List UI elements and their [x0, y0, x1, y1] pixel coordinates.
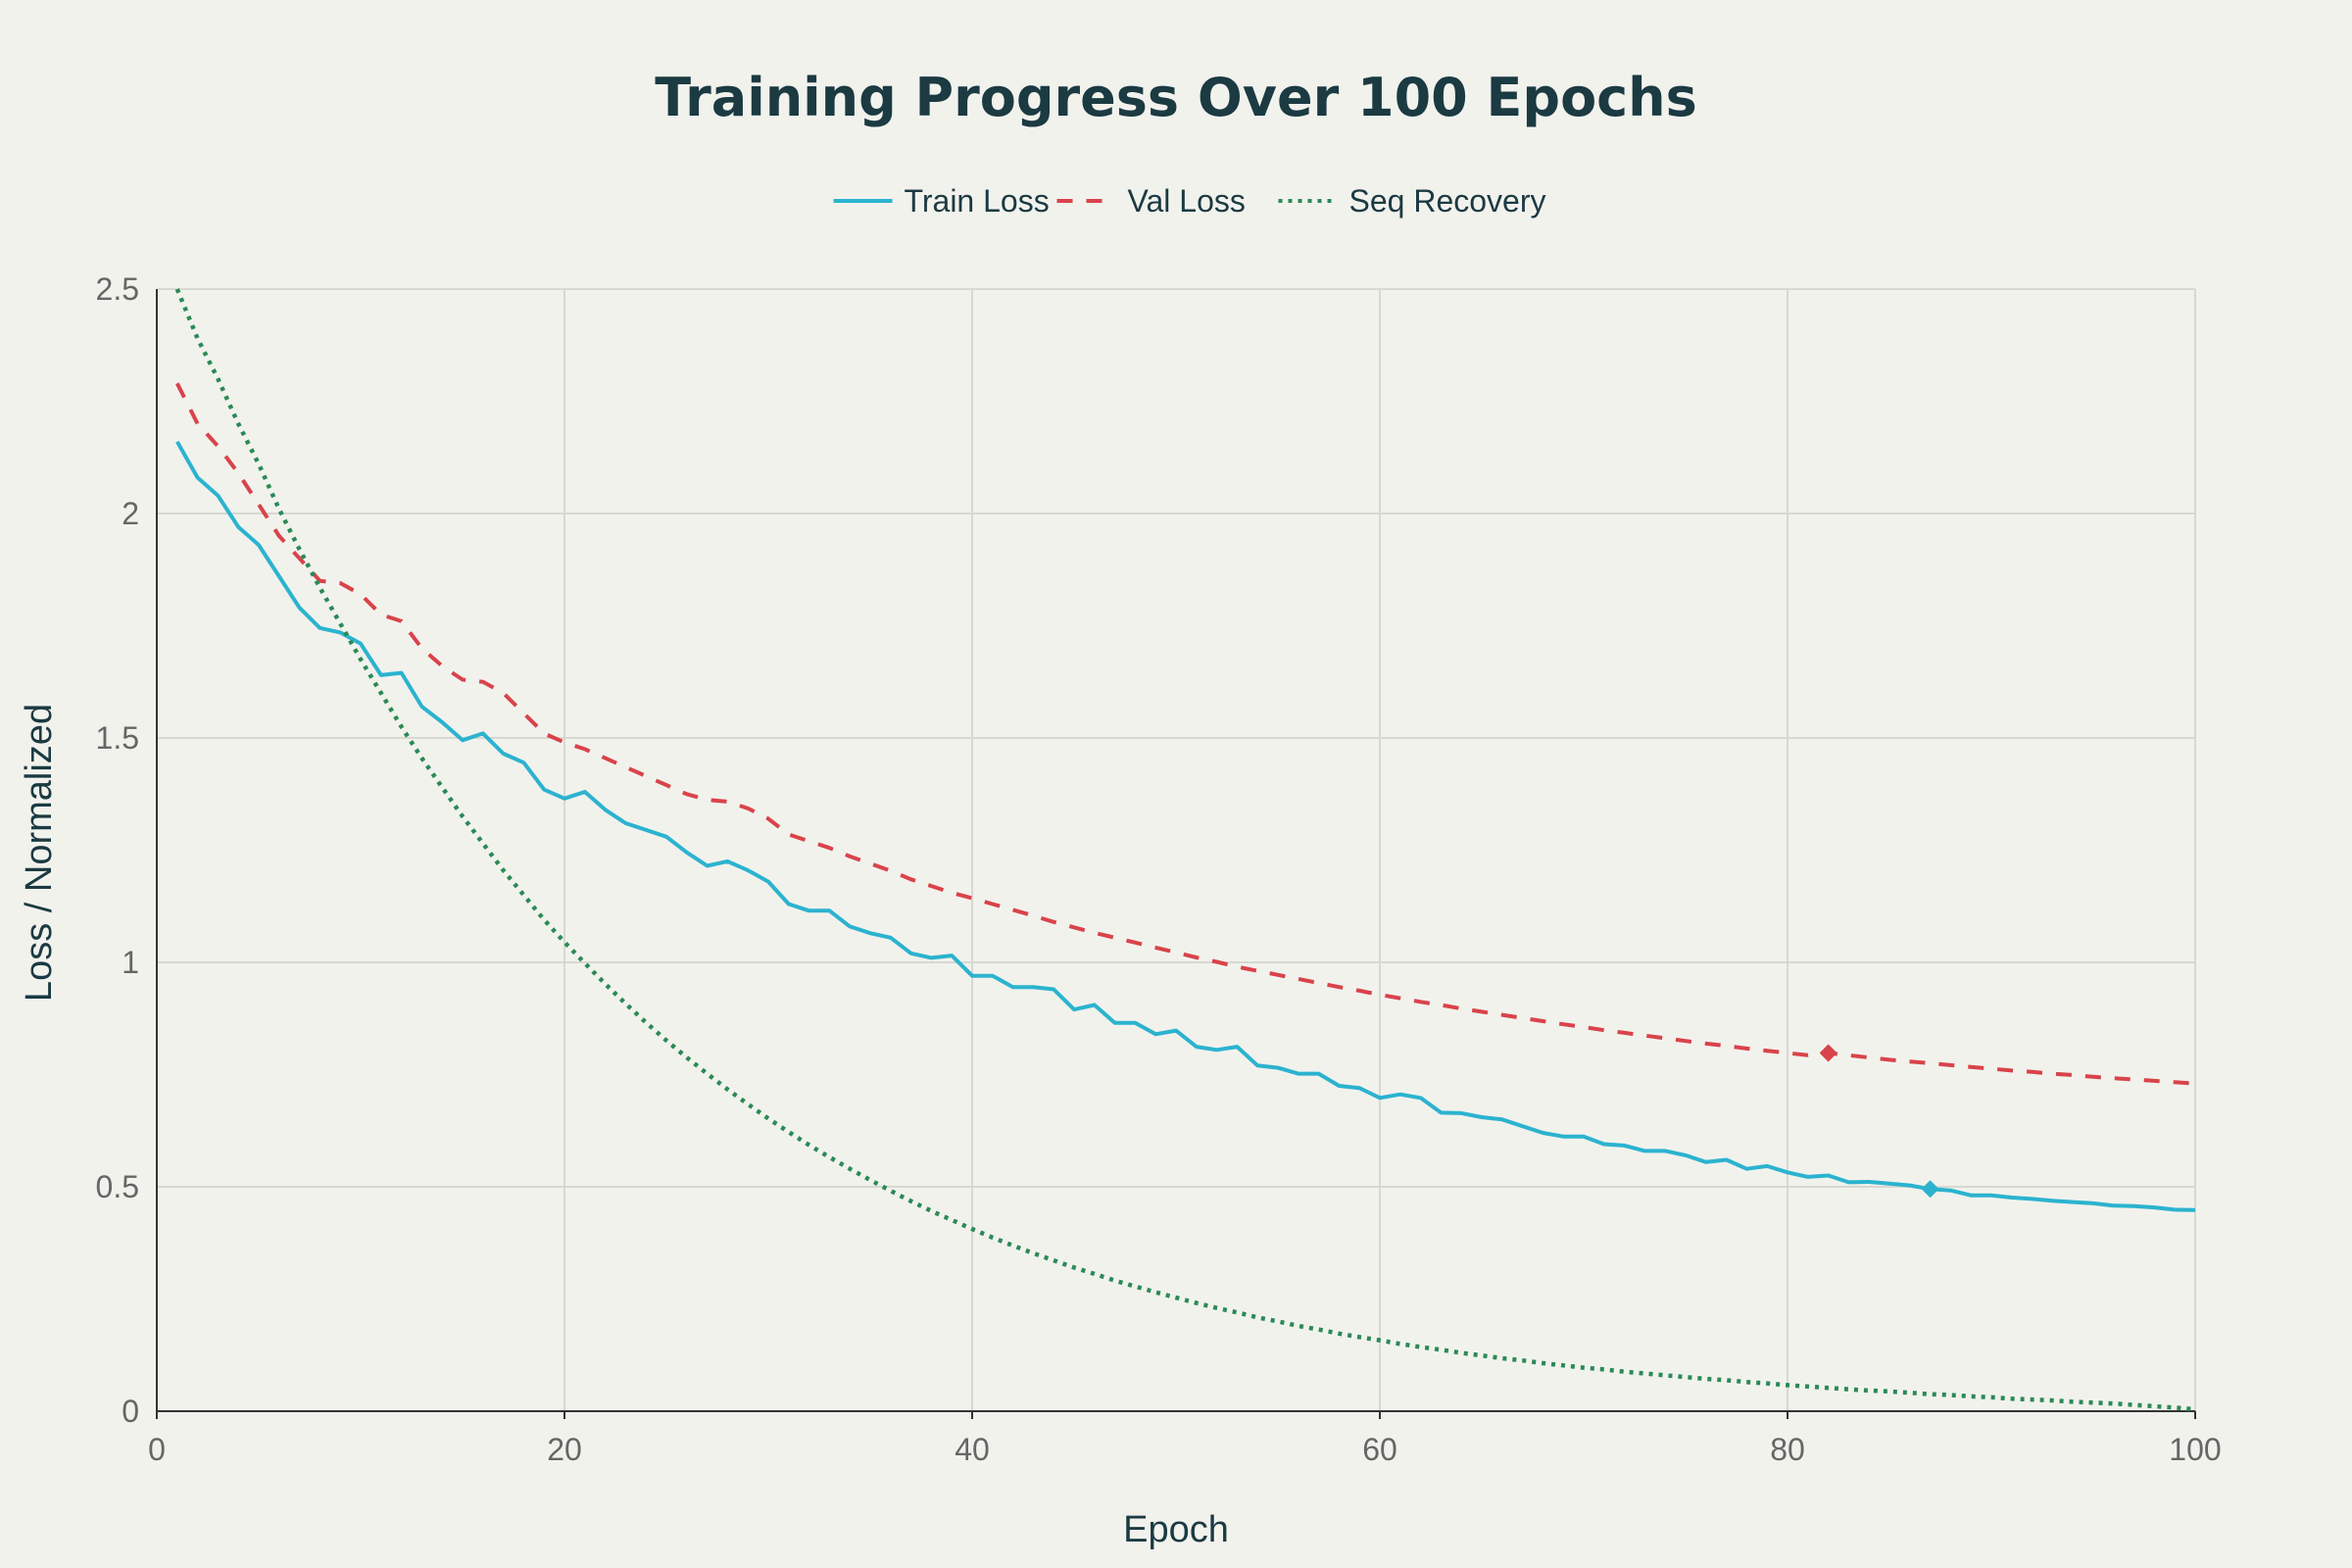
legend-item-train-loss: Train Loss: [833, 183, 1050, 219]
x-tick-label: 20: [547, 1432, 582, 1467]
y-tick-label: 1.5: [96, 720, 139, 756]
chart-title: Training Progress Over 100 Epochs: [655, 67, 1697, 128]
val-loss-line: [175, 382, 2196, 1086]
x-tick-label: 40: [955, 1432, 990, 1467]
y-tick-label: 2.5: [96, 271, 139, 307]
x-axis-label: Epoch: [1123, 1509, 1229, 1550]
grid: [157, 288, 2196, 1411]
train-loss-line: [175, 440, 2196, 1212]
legend: Train Loss Val Loss Seq Recovery: [833, 183, 1546, 219]
legend-item-seq-recovery: Seq Recovery: [1278, 183, 1546, 219]
legend-label-val-loss: Val Loss: [1128, 183, 1246, 219]
seq-recovery-line: [174, 288, 2196, 1412]
y-tick-label: 0.5: [96, 1169, 139, 1204]
x-tick-label: 80: [1770, 1432, 1805, 1467]
ticks: 0 20 40 60 80 100 0 0.5 1 1.5 2 2.5: [96, 271, 2222, 1467]
val-loss-highlight-marker: [1819, 1044, 1838, 1062]
y-tick-label: 0: [122, 1394, 139, 1429]
train-loss-highlight-marker: [1921, 1180, 1939, 1199]
x-tick-label: 100: [2169, 1432, 2221, 1467]
y-axis-label: Loss / Normalized: [19, 704, 60, 1002]
x-tick-label: 0: [148, 1432, 166, 1467]
legend-label-train-loss: Train Loss: [905, 183, 1050, 219]
x-tick-label: 60: [1362, 1432, 1397, 1467]
y-tick-label: 1: [122, 945, 139, 980]
legend-label-seq-recovery: Seq Recovery: [1349, 183, 1546, 219]
legend-item-val-loss: Val Loss: [1056, 183, 1246, 219]
y-tick-label: 2: [122, 496, 139, 531]
series-layer: [174, 288, 2196, 1412]
axes: [156, 289, 2196, 1419]
